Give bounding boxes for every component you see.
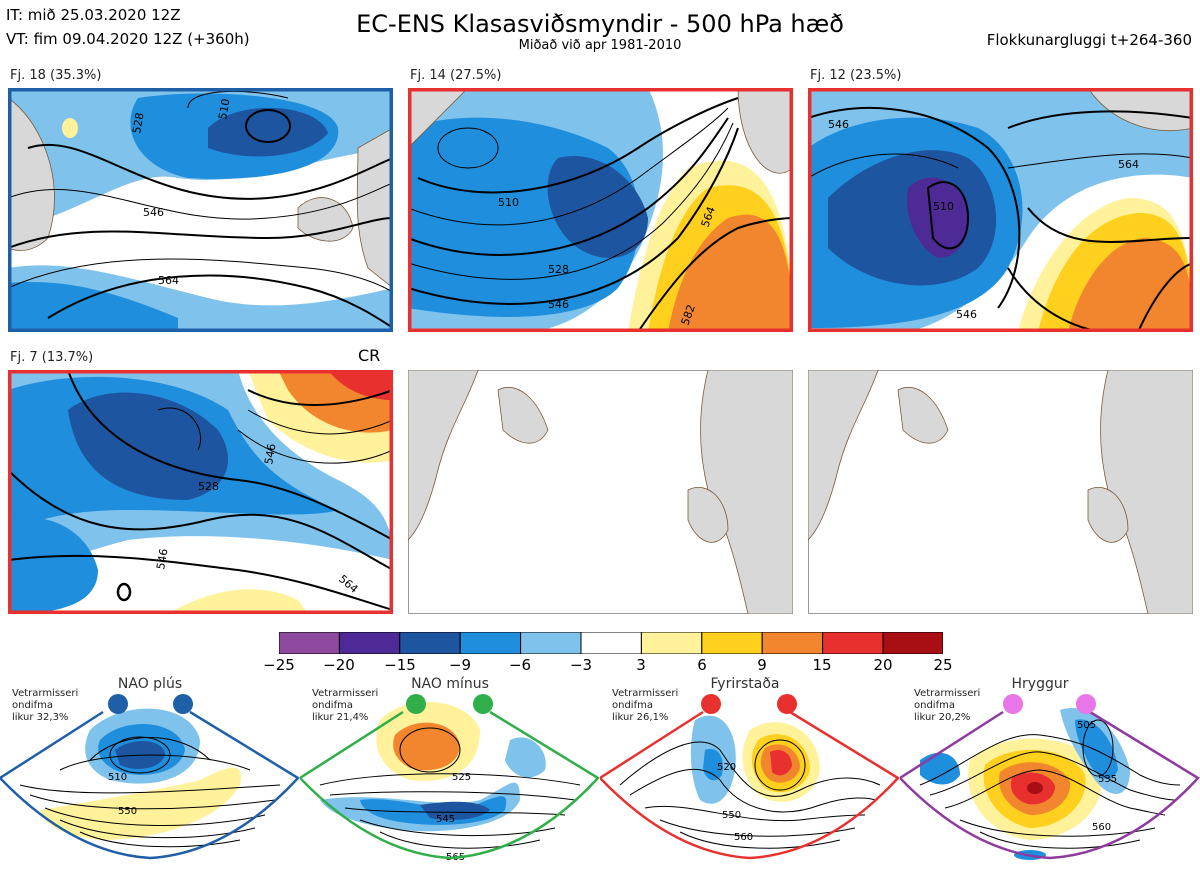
regime-1-title: NAO plús — [117, 676, 183, 692]
colorbar-bin — [640, 632, 703, 654]
contour-label: 505 — [1077, 720, 1096, 731]
regime-2-title: NAO mínus — [411, 676, 489, 692]
colorbar-tick: 15 — [812, 656, 832, 674]
colorbar-bin — [279, 632, 340, 654]
contour-label: 528 — [198, 480, 219, 493]
contour-label: 510 — [216, 98, 232, 121]
colorbar-bin — [580, 632, 642, 654]
contour-label: 510 — [108, 772, 127, 783]
contour-label: 546 — [956, 308, 977, 321]
empty-panel-1 — [408, 370, 793, 614]
colorbar-tick: −20 — [323, 656, 355, 674]
regime-marker — [406, 694, 426, 714]
colorbar-tick: −3 — [569, 656, 593, 674]
regime-marker — [108, 694, 128, 714]
regime-1-map: 510 550 — [0, 694, 300, 860]
page-subtitle: Miðað við apr 1981-2010 — [518, 38, 682, 53]
contour-label: 546 — [143, 206, 164, 219]
colorbar-bin — [399, 632, 461, 654]
colorbar-tick: 25 — [933, 656, 953, 674]
cluster-3-label: Fj. 12 (23.5%) — [810, 68, 902, 83]
colorbar-bin — [822, 632, 884, 654]
contour-label: 546 — [154, 548, 170, 571]
regime-marker — [1003, 694, 1023, 714]
contour-label: 564 — [158, 274, 179, 287]
contour-label: 560 — [1092, 822, 1111, 833]
classification-window: Flokkunargluggi t+264-360 — [986, 31, 1192, 49]
colorbar-tick: −9 — [448, 656, 472, 674]
contour-label: 546 — [548, 298, 569, 311]
contour-label: 520 — [717, 762, 736, 773]
colorbar-bin — [761, 632, 824, 654]
contour-label: 528 — [548, 263, 569, 276]
regime-4-title: Hryggur — [1011, 676, 1069, 692]
colorbar-tick: 3 — [636, 656, 646, 674]
regime-marker — [173, 694, 193, 714]
contour-label: 560 — [734, 832, 753, 843]
empty-panel-2 — [808, 370, 1193, 614]
contour-label: 546 — [262, 443, 278, 466]
regime-marker — [777, 694, 797, 714]
colorbar-tick: −15 — [384, 656, 416, 674]
regime-1-info: Vetrarmisseri ondifma likur 32,3% — [12, 688, 79, 723]
initial-time: IT: mið 25.03.2020 12Z — [6, 6, 181, 24]
cluster-3-map: 546 510 546 564 — [808, 88, 1193, 332]
regime-marker — [701, 694, 721, 714]
regime-2-map: 525 545 565 — [300, 694, 600, 863]
colorbar-bin — [459, 632, 522, 654]
colorbar-bin — [520, 632, 582, 654]
contour-label: 528 — [130, 112, 146, 135]
regime-4-map: 505 535 560 — [900, 694, 1200, 860]
regime-marker — [1076, 694, 1096, 714]
colorbar-tick: −25 — [263, 656, 295, 674]
regime-3-map: 520 550 560 — [600, 694, 900, 860]
colorbar-tick: 20 — [873, 656, 893, 674]
regime-3-info: Vetrarmisseri ondifma likur 26,1% — [612, 688, 679, 723]
colorbar-tick: 6 — [697, 656, 707, 674]
contour-label: 535 — [1098, 774, 1117, 785]
cluster-4-label: Fj. 7 (13.7%) — [10, 350, 94, 365]
regime-2-info: Vetrarmisseri ondifma likur 21,4% — [312, 688, 379, 723]
regime-4-info: Vetrarmisseri ondifma likur 20,2% — [914, 688, 981, 723]
contour-label: 545 — [436, 814, 455, 825]
contour-label: 550 — [118, 806, 137, 817]
colorbar-bin — [338, 632, 401, 654]
cluster-2-label: Fj. 14 (27.5%) — [410, 68, 502, 83]
contour-label: 510 — [933, 200, 954, 213]
colorbar — [279, 632, 943, 654]
cluster-4-tag: CR — [358, 346, 381, 365]
colorbar-bin — [882, 632, 943, 654]
page-title: EC-ENS Klasasviðsmyndir - 500 hPa hæð — [356, 10, 844, 38]
cluster-1-map: 528 546 564 510 — [8, 88, 393, 332]
colorbar-tick: 9 — [757, 656, 767, 674]
cluster-1-label: Fj. 18 (35.3%) — [10, 68, 102, 83]
colorbar-bin — [701, 632, 763, 654]
cluster-4-map: 528 546 546 564 — [8, 370, 393, 614]
contour-label: 564 — [1118, 158, 1139, 171]
contour-label: 525 — [452, 772, 471, 783]
regime-marker — [473, 694, 493, 714]
colorbar-tick: −6 — [508, 656, 532, 674]
cluster-2-map: 510 528 546 564 582 — [408, 88, 793, 332]
contour-label: 510 — [498, 196, 519, 209]
regime-3-title: Fyrirstaða — [710, 676, 780, 692]
contour-label: 546 — [828, 118, 849, 131]
contour-label: 550 — [722, 810, 741, 821]
valid-time: VT: fim 09.04.2020 12Z (+360h) — [6, 30, 250, 48]
